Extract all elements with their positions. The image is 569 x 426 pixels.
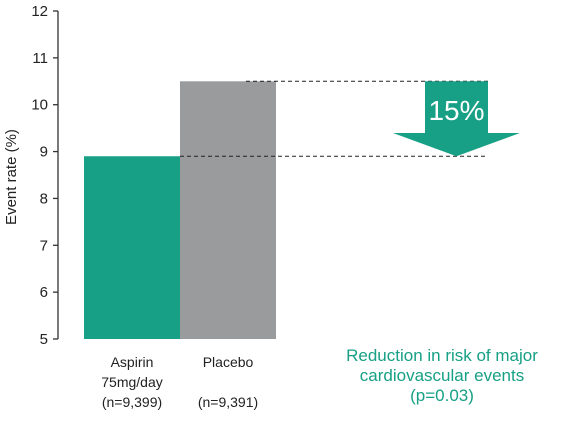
reduction-percent-label: 15% bbox=[428, 95, 484, 126]
y-axis: 5 6 7 8 9 10 11 12 bbox=[31, 3, 59, 348]
x-category-label-line: (n=9,391) bbox=[197, 394, 259, 410]
y-tick-label: 9 bbox=[40, 144, 48, 161]
bar bbox=[84, 156, 180, 339]
y-tick-label: 10 bbox=[31, 97, 48, 114]
x-category-label-line: 75mg/day bbox=[101, 374, 163, 390]
reduction-note-line-1: Reduction in risk of major bbox=[346, 346, 538, 365]
x-category-label: Aspirin 75mg/day (n=9,399) bbox=[72, 352, 192, 412]
y-tick-label: 12 bbox=[31, 3, 48, 20]
reduction-note: Reduction in risk of major cardiovascula… bbox=[322, 346, 562, 406]
x-category-label-line: Aspirin bbox=[110, 354, 154, 370]
reduction-note-line-2: cardiovascular events bbox=[359, 366, 525, 385]
y-tick-label: 5 bbox=[40, 331, 48, 348]
y-tick-label: 7 bbox=[40, 237, 48, 254]
reduction-note-line-3: (p=0.03) bbox=[410, 386, 474, 405]
reduction-annotation: 15% bbox=[180, 80, 520, 157]
bars bbox=[84, 81, 276, 340]
x-category-label-line: (n=9,399) bbox=[101, 394, 163, 410]
x-category-label-line bbox=[168, 372, 288, 392]
y-tick-label: 6 bbox=[40, 284, 48, 301]
x-category-label-line: Placebo bbox=[202, 354, 254, 370]
bar bbox=[180, 81, 276, 340]
x-category-label: Placebo (n=9,391) bbox=[168, 352, 288, 412]
y-tick-label: 11 bbox=[32, 50, 48, 67]
y-tick-label: 8 bbox=[40, 190, 48, 207]
y-axis-title: Event rate (%) bbox=[3, 129, 20, 225]
reduction-arrow bbox=[393, 81, 520, 157]
